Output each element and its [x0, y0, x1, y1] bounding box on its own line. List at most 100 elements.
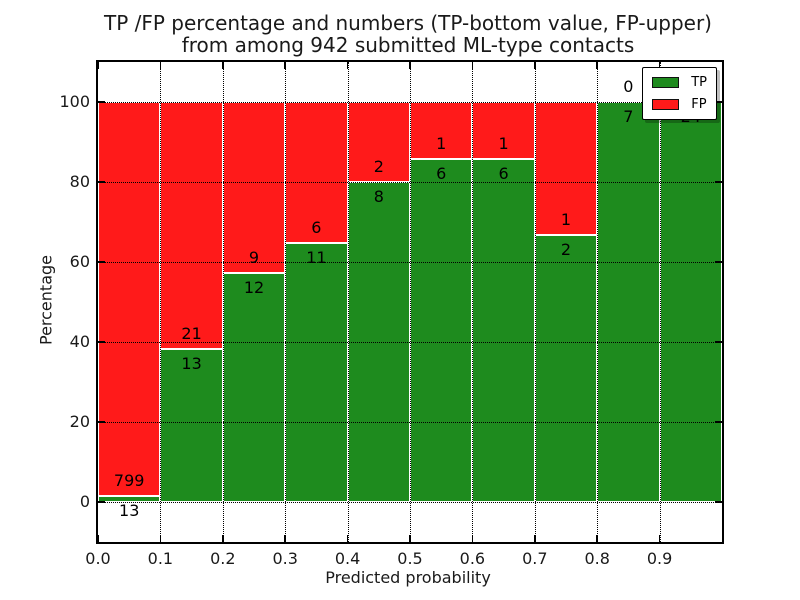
x-tick-mark	[658, 535, 661, 542]
tp-bar-segment	[534, 235, 598, 502]
x-tick-mark	[596, 535, 598, 542]
x-tick-mark	[346, 62, 349, 69]
fp-count-label: 6	[311, 218, 322, 238]
legend-item-tp: TP	[652, 75, 707, 90]
tp-count-label: 2	[560, 240, 572, 260]
x-tick-label: 0.0	[85, 549, 111, 568]
v-gridline	[534, 62, 536, 542]
x-tick-mark	[534, 62, 536, 69]
tp-bar-segment	[222, 273, 286, 502]
fp-bar-segment	[534, 102, 598, 236]
v-gridline	[410, 62, 411, 542]
fp-bar-segment	[160, 102, 223, 350]
chart-title: TP /FP percentage and numbers (TP-bottom…	[96, 12, 720, 56]
fp-bar-segment	[410, 102, 473, 160]
legend-item-fp: FP	[652, 97, 707, 112]
y-tick-mark	[98, 101, 105, 103]
tp-bar-segment	[98, 495, 161, 502]
x-tick-mark	[471, 62, 474, 69]
y-tick-mark	[98, 181, 105, 183]
x-tick-mark	[222, 535, 224, 542]
x-axis-label: Predicted probability	[325, 568, 491, 587]
tp-swatch-icon	[652, 77, 680, 88]
tp-bar-segment	[472, 159, 535, 502]
x-tick-mark	[409, 535, 411, 542]
v-gridline	[597, 62, 599, 542]
fp-count-label: 1	[436, 134, 447, 154]
y-tick-label: 20	[69, 412, 90, 431]
x-tick-mark	[284, 62, 286, 69]
tp-count-label: 11	[306, 248, 327, 268]
y-tick-mark	[98, 421, 105, 423]
x-tick-mark	[97, 62, 99, 69]
x-tick-label: 0.5	[397, 549, 423, 568]
y-tick-label: 100	[59, 92, 90, 111]
x-tick-mark	[409, 62, 411, 69]
x-tick-mark	[97, 535, 99, 542]
v-gridline	[472, 62, 474, 542]
x-tick-label: 0.8	[584, 549, 610, 568]
tp-count-label: 12	[243, 278, 265, 298]
tp-bar-segment	[597, 102, 660, 502]
fp-bar-segment	[472, 102, 535, 160]
plot-area: 7991321139126112816161207024 0.00.10.20.…	[59, 60, 724, 568]
v-gridline	[160, 62, 162, 542]
tp-count-label: 13	[181, 354, 202, 374]
y-tick-mark	[98, 501, 105, 503]
fp-count-label: 799	[113, 470, 145, 490]
x-tick-mark	[346, 535, 349, 542]
x-tick-mark	[159, 62, 162, 69]
tp-count-label: 7	[623, 107, 634, 126]
x-tick-mark	[658, 62, 661, 69]
fp-count-label: 1	[560, 210, 572, 230]
x-tick-mark	[159, 535, 162, 542]
y-tick-label: 0	[79, 492, 90, 511]
legend-label-tp: TP	[691, 75, 707, 90]
x-tick-label: 0.9	[646, 549, 673, 568]
y-tick-mark	[715, 261, 722, 263]
fp-bar-segment	[285, 102, 348, 244]
tp-bar-segment	[659, 102, 722, 502]
x-tick-mark	[596, 62, 598, 69]
x-tick-mark	[471, 535, 474, 542]
fp-count-label: 9	[248, 248, 260, 268]
tp-bar-segment	[410, 159, 473, 502]
x-tick-label: 0.7	[522, 549, 548, 568]
x-tick-label: 0.3	[272, 549, 298, 568]
y-tick-mark	[715, 341, 722, 343]
y-tick-mark	[715, 501, 722, 503]
fp-count-label: 2	[373, 157, 384, 176]
y-tick-mark	[98, 341, 105, 343]
chart-title-line1: TP /FP percentage and numbers (TP-bottom…	[104, 11, 712, 35]
y-tick-mark	[715, 181, 722, 183]
tp-count-label: 8	[373, 187, 384, 206]
x-tick-label: 0.4	[334, 549, 361, 568]
y-tick-mark	[715, 421, 722, 423]
tp-bar-segment	[285, 243, 348, 502]
v-gridline	[222, 62, 224, 542]
v-gridline	[285, 62, 287, 542]
x-tick-label: 0.6	[459, 549, 486, 568]
y-tick-mark	[98, 261, 105, 263]
x-tick-label: 0.1	[147, 549, 174, 568]
x-tick-label: 0.2	[210, 549, 236, 568]
y-tick-label: 60	[69, 252, 90, 271]
tp-count-label: 6	[436, 164, 447, 184]
x-tick-mark	[284, 535, 286, 542]
legend: TP FP	[642, 67, 717, 120]
tp-count-label: 13	[119, 500, 140, 520]
chart-title-line2: from among 942 submitted ML-type contact…	[181, 33, 635, 57]
y-tick-label: 40	[69, 332, 90, 351]
v-gridline	[659, 62, 661, 542]
v-gridline	[347, 62, 349, 542]
fp-swatch-icon	[652, 99, 680, 110]
y-tick-label: 80	[69, 172, 90, 191]
fp-count-label: 0	[623, 77, 634, 96]
tp-count-label: 6	[498, 164, 509, 184]
fp-count-label: 1	[498, 134, 509, 154]
y-tick-mark	[715, 101, 722, 103]
legend-label-fp: FP	[691, 97, 707, 112]
x-tick-mark	[222, 62, 224, 69]
fp-bar-segment	[98, 102, 161, 496]
